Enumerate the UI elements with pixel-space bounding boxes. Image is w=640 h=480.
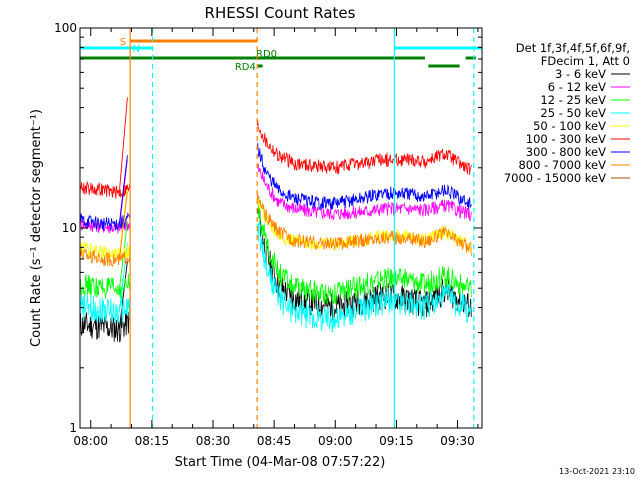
state-bar-label: RD4 bbox=[235, 62, 256, 73]
y-tick-label: 1 bbox=[69, 421, 77, 435]
series-line bbox=[256, 143, 473, 210]
legend-label: 3 - 6 keV bbox=[555, 67, 606, 81]
series-line bbox=[80, 246, 131, 267]
legend-header: FDecim 1, Att 0 bbox=[541, 54, 630, 68]
state-bar-label: N bbox=[133, 44, 140, 55]
timestamp: 13-Oct-2021 23:10 bbox=[559, 467, 635, 476]
series-spike bbox=[118, 261, 128, 330]
legend-label: 800 - 7000 keV bbox=[518, 158, 606, 172]
series-line bbox=[80, 181, 131, 199]
series-line bbox=[256, 120, 473, 175]
legend-header: Det 1f,3f,4f,5f,6f,9f, bbox=[516, 41, 630, 55]
x-tick-label: 09:00 bbox=[318, 434, 353, 448]
legend-label: 12 - 25 keV bbox=[540, 93, 606, 107]
x-tick-label: 08:30 bbox=[196, 434, 231, 448]
legend-label: 6 - 12 keV bbox=[548, 80, 606, 94]
y-axis-label: Count Rate (s⁻¹ detector segment⁻¹) bbox=[29, 109, 44, 347]
series-line bbox=[256, 163, 472, 222]
state-bar-label: RD0 bbox=[256, 49, 277, 60]
series-line bbox=[80, 273, 131, 300]
series-line bbox=[256, 196, 473, 306]
legend-label: 100 - 300 keV bbox=[526, 132, 606, 146]
x-tick-label: 08:15 bbox=[135, 434, 170, 448]
y-tick-label: 100 bbox=[54, 21, 77, 35]
series-line bbox=[256, 221, 473, 333]
series-spike bbox=[118, 97, 128, 193]
x-axis-label: Start Time (04-Mar-08 07:57:22) bbox=[175, 455, 386, 470]
series-line bbox=[80, 241, 131, 263]
series-line bbox=[80, 294, 131, 324]
series-group bbox=[80, 97, 473, 343]
legend: Det 1f,3f,4f,5f,6f,9f,FDecim 1, Att 03 -… bbox=[504, 41, 630, 185]
x-tick-label: 09:15 bbox=[379, 434, 414, 448]
legend-label: 25 - 50 keV bbox=[540, 106, 606, 120]
series-spike bbox=[118, 155, 128, 224]
chart-title: RHESSI Count Rates bbox=[205, 4, 356, 22]
axis-ticks: 1 10 100 08:00 08:15 08:30 08:45 09:00 09:15 09:3… bbox=[54, 21, 482, 448]
x-tick-label: 08:00 bbox=[73, 434, 108, 448]
x-tick-label: 09:30 bbox=[440, 434, 475, 448]
state-bar-label: S bbox=[120, 37, 126, 48]
series-line bbox=[256, 192, 473, 257]
series-spike bbox=[118, 191, 128, 261]
legend-label: 50 - 100 keV bbox=[533, 119, 606, 133]
legend-label: 7000 - 15000 keV bbox=[504, 171, 606, 185]
time-markers bbox=[129, 28, 475, 428]
legend-label: 300 - 800 keV bbox=[526, 145, 606, 159]
y-tick-label: 10 bbox=[62, 221, 77, 235]
series-line bbox=[80, 211, 131, 231]
x-tick-label: 08:45 bbox=[257, 434, 292, 448]
